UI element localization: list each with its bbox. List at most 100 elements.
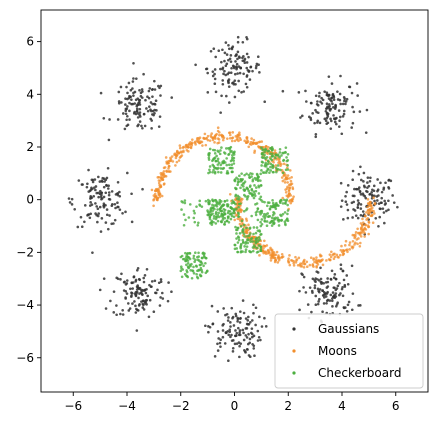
moons-point [367,220,371,224]
checkerboard-point [219,167,223,170]
moons-point [268,251,271,255]
gaussians-point [316,103,320,107]
x-tick-label: 0 [231,399,239,413]
gaussians-point [237,341,241,344]
checkerboard-point [192,272,196,275]
checkerboard-point [278,151,282,154]
gaussians-point [122,281,126,284]
gaussians-point [143,274,147,277]
gaussians-point [368,193,371,196]
checkerboard-point [253,194,257,198]
gaussians-point [237,65,241,68]
gaussians-point [240,91,243,94]
gaussians-point [332,106,335,109]
gaussians-point [144,291,148,295]
gaussians-point [317,300,320,303]
moons-point [218,133,221,137]
checkerboard-point [268,171,271,174]
gaussians-point [94,188,97,192]
checkerboard-point [213,156,217,159]
gaussians-point [247,332,250,336]
gaussians-point [252,347,256,350]
checkerboard-point [237,180,240,183]
gaussians-point [156,288,159,292]
checkerboard-point [228,212,232,216]
gaussians-point [245,61,249,64]
y-tick-label: 0 [26,193,34,207]
checkerboard-point [251,240,255,243]
gaussians-point [159,84,163,88]
checkerboard-point [198,199,202,203]
gaussians-point [368,179,372,183]
gaussians-point [236,320,239,323]
checkerboard-point [260,155,264,159]
moons-point [152,198,155,202]
moons-point [213,136,217,139]
checkerboard-point [196,269,199,273]
checkerboard-point [250,187,254,191]
gaussians-point [335,287,339,290]
checkerboard-point [272,154,275,158]
gaussians-point [124,210,127,214]
gaussians-point [320,96,323,100]
moons-point [162,170,166,173]
gaussians-point [317,95,321,98]
gaussians-point [221,67,224,71]
moons-point [188,143,191,147]
gaussians-point [235,62,239,66]
moons-point [274,259,277,262]
moons-point [285,194,289,198]
gaussians-point [310,101,313,105]
checkerboard-point [238,195,241,199]
moons-point [340,244,343,248]
gaussians-point [241,299,245,302]
gaussians-point [219,67,222,71]
moons-point [286,181,289,184]
gaussians-point [107,138,111,142]
gaussians-point [346,184,350,187]
gaussians-point [342,96,346,99]
checkerboard-point [229,150,232,154]
gaussians-point [333,286,336,290]
moons-point [171,160,175,163]
checkerboard-point [236,250,239,254]
gaussians-point [227,333,231,337]
gaussians-point [305,100,308,103]
gaussians-point [314,135,318,139]
gaussians-point [110,222,113,226]
gaussians-point [170,290,173,293]
moons-point [371,221,375,224]
gaussians-point [380,201,383,205]
gaussians-point [107,191,111,194]
checkerboard-point [183,199,187,202]
moons-point [329,255,333,259]
checkerboard-point [245,186,249,190]
gaussians-point [329,107,333,111]
checkerboard-point [263,219,266,223]
checkerboard-point [213,152,217,155]
gaussians-point [396,205,399,209]
moons-point [332,257,336,261]
gaussians-point [90,187,94,191]
checkerboard-point [233,243,237,247]
checkerboard-point [257,184,260,188]
gaussians-point [314,132,318,136]
gaussians-point [254,66,258,70]
gaussians-point [102,185,106,189]
gaussians-point [76,225,80,229]
checkerboard-point [239,244,243,247]
gaussians-point [152,310,156,314]
checkerboard-point [236,211,240,215]
moons-point [361,228,365,232]
moons-point [161,178,165,181]
gaussians-point [100,217,104,220]
gaussians-point [231,45,235,48]
gaussians-point [344,102,347,106]
gaussians-point [316,121,319,124]
gaussians-point [340,132,344,136]
checkerboard-point [276,153,280,156]
moons-point [275,250,279,254]
gaussians-point [67,197,71,200]
gaussians-point [339,115,342,119]
gaussians-point [370,193,374,197]
